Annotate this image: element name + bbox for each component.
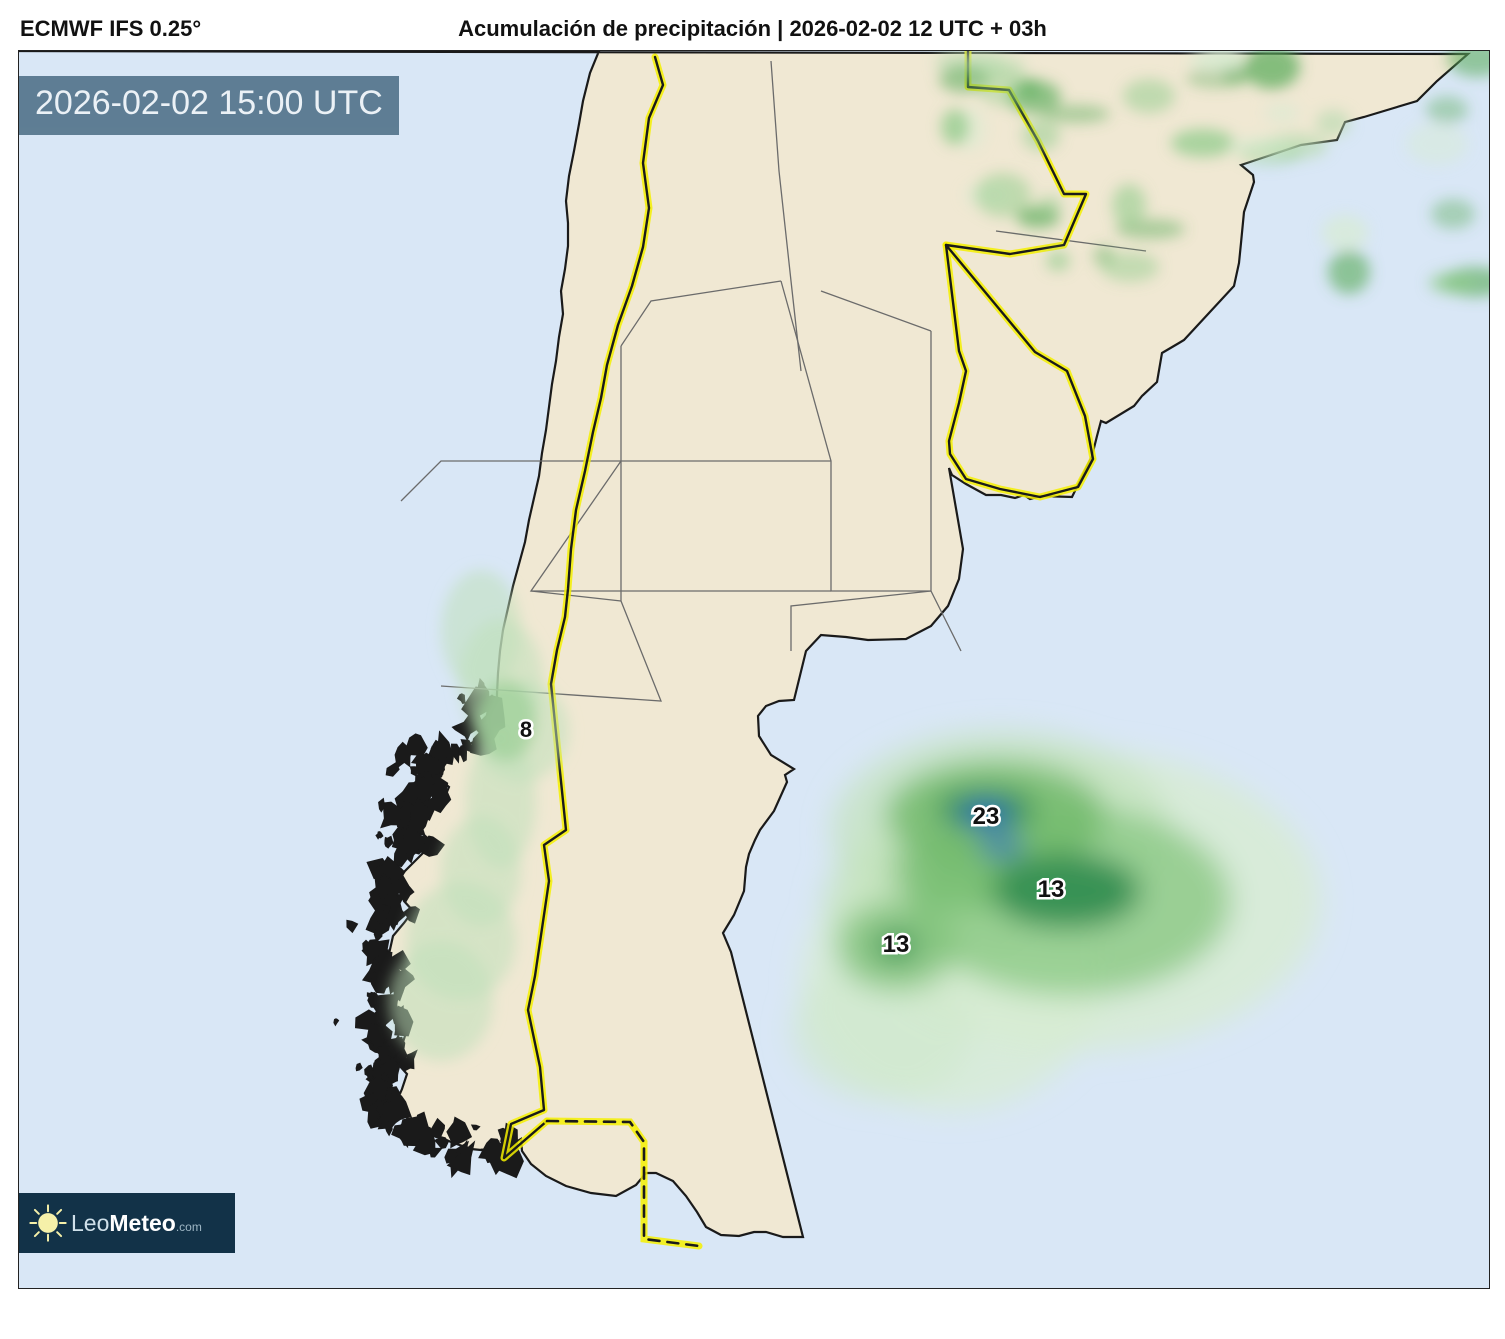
svg-text:13: 13 [883, 931, 910, 958]
svg-text:23: 23 [973, 803, 1000, 830]
svg-text:8: 8 [520, 717, 532, 742]
svg-text:13: 13 [1038, 876, 1065, 903]
